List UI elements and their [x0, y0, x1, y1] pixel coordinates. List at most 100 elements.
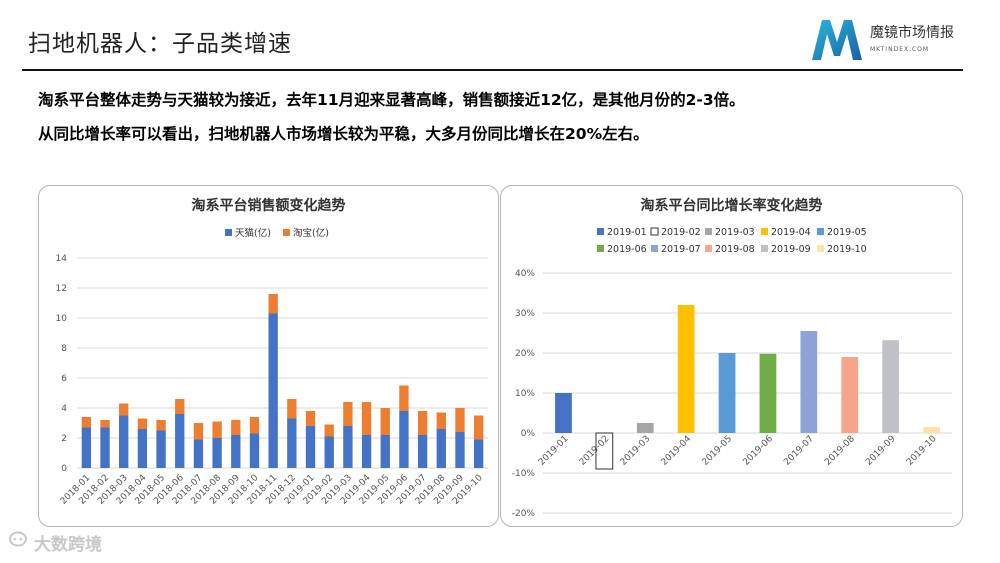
- bar-growth: [636, 423, 654, 433]
- legend-label: 2019-06: [607, 244, 647, 255]
- summary-line-1: 淘系平台整体走势与天猫较为接近，去年11月迎来显著高峰，销售额接近12亿，是其他…: [38, 91, 745, 109]
- bar-growth: [841, 357, 859, 433]
- bar-taobao: [249, 417, 260, 434]
- chart-title: 淘系平台销售额变化趋势: [192, 197, 346, 214]
- y-tick-label: -20%: [512, 509, 536, 519]
- bar-tmall: [212, 438, 222, 468]
- bar-growth: [759, 353, 777, 433]
- bar-taobao: [324, 424, 334, 437]
- bar-taobao: [175, 399, 185, 414]
- logo-url: MKTINDEX.COM: [870, 46, 930, 53]
- legend-swatch: [651, 245, 658, 252]
- x-tick-label: 2019-10: [905, 434, 939, 468]
- logo: 魔镜市场情报 MKTINDEX.COM: [808, 16, 988, 64]
- bar-tmall: [119, 415, 129, 468]
- header-divider: [22, 69, 963, 71]
- bar-growth: [882, 340, 900, 433]
- y-tick-label: 2: [61, 434, 67, 444]
- y-tick-label: 0: [61, 464, 67, 474]
- y-tick-label: 4: [61, 404, 67, 414]
- bar-taobao: [473, 415, 484, 440]
- bar-growth: [555, 393, 572, 433]
- bar-growth: [677, 305, 695, 433]
- bar-tmall: [473, 439, 484, 468]
- bar-taobao: [156, 420, 166, 431]
- bar-tmall: [436, 429, 446, 468]
- bar-tmall: [81, 427, 92, 468]
- bar-tmall: [231, 435, 241, 468]
- x-tick-label: 2019-04: [660, 434, 694, 468]
- speech-bubble-icon: [9, 531, 27, 547]
- watermark: 大数跨境: [34, 535, 102, 555]
- bar-taobao: [268, 294, 278, 314]
- legend-swatch: [817, 228, 824, 235]
- legend-label: 2019-08: [715, 244, 755, 255]
- bar-tmall: [100, 427, 110, 468]
- x-tick-label: 2019-01: [537, 434, 571, 468]
- x-tick-label: 2019-07: [782, 434, 816, 468]
- bar-tmall: [399, 411, 409, 468]
- chart-title: 淘系平台同比增长率变化趋势: [641, 197, 823, 214]
- y-tick-label: 12: [56, 284, 67, 294]
- legend-label: 2019-10: [827, 244, 867, 255]
- bar-taobao: [137, 418, 148, 429]
- y-tick-label: 6: [61, 374, 67, 384]
- legend-swatch: [225, 229, 232, 236]
- bar-tmall: [287, 418, 297, 468]
- legend-label: 2019-04: [771, 227, 811, 238]
- bar-tmall: [156, 430, 166, 468]
- sales-chart-panel: 淘系平台销售额变化趋势 天猫(亿) 淘宝(亿) 0 2 4 6 8 10 12 14 2018-01 2…: [38, 185, 499, 527]
- stylized-m-logo-icon: [812, 20, 862, 60]
- bar-growth: [923, 427, 940, 433]
- page-title: 扫地机器人：子品类增速: [28, 31, 292, 57]
- bar-taobao: [231, 420, 241, 435]
- legend-label: 2019-02: [661, 227, 701, 238]
- x-tick-label: 2019-08: [823, 434, 857, 468]
- bar-taobao: [81, 417, 92, 428]
- x-tick-label: 2019-03: [619, 434, 653, 468]
- bar-taobao: [212, 421, 222, 438]
- bar-tmall: [268, 313, 278, 468]
- y-tick-label: 30%: [515, 309, 535, 319]
- growth-chart-panel: 淘系平台同比增长率变化趋势 2019-01 2019-02 2019-03 2019-0…: [500, 185, 963, 527]
- legend-swatch: [650, 227, 659, 236]
- y-tick-label: 0%: [521, 429, 536, 439]
- bar-tmall: [455, 432, 465, 468]
- legend-swatch: [597, 245, 604, 252]
- logo-name: 魔镜市场情报: [870, 25, 954, 41]
- legend-label: 2019-09: [771, 244, 811, 255]
- bar-taobao: [361, 402, 372, 435]
- bar-growth: [800, 331, 818, 433]
- bar-taobao: [436, 412, 446, 429]
- bar-tmall: [305, 426, 316, 468]
- bar-tmall: [324, 436, 334, 468]
- bar-tmall: [380, 435, 390, 468]
- legend-label: 2019-07: [661, 244, 701, 255]
- legend-label: 淘宝(亿): [293, 227, 329, 239]
- legend-swatch: [705, 245, 712, 252]
- y-tick-label: 20%: [515, 349, 535, 359]
- bar-taobao: [343, 402, 353, 426]
- bar-taobao: [305, 411, 316, 426]
- bar-growth: [595, 432, 614, 470]
- y-tick-label: 8: [61, 344, 67, 354]
- bar-taobao: [287, 399, 297, 419]
- summary-line-2: 从同比增长率可以看出，扫地机器人市场增长较为平稳，大多月份同比增长在20%左右。: [38, 125, 649, 143]
- x-tick-label: 2019-06: [741, 434, 775, 468]
- bar-tmall: [175, 414, 185, 468]
- legend-label: 2019-05: [827, 227, 867, 238]
- bar-tmall: [361, 435, 372, 468]
- y-tick-label: 10%: [515, 389, 535, 399]
- legend-swatch: [761, 245, 768, 252]
- bar-taobao: [417, 411, 428, 435]
- legend-label: 2019-03: [715, 227, 755, 238]
- legend-swatch: [597, 228, 604, 235]
- bar-taobao: [119, 403, 129, 416]
- bar-tmall: [417, 435, 428, 468]
- legend-swatch: [283, 229, 290, 236]
- bar-tmall: [193, 439, 204, 468]
- legend-swatch: [761, 228, 768, 235]
- legend-label: 天猫(亿): [235, 227, 271, 239]
